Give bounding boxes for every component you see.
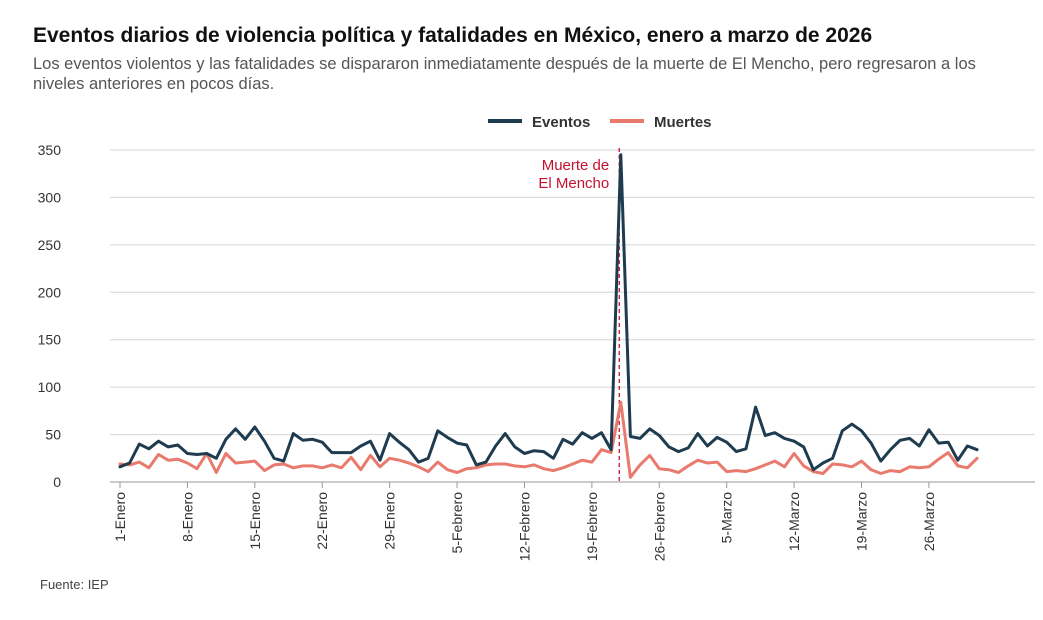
legend: Eventos Muertes (488, 114, 712, 131)
x-axis: 1-Enero 8-Enero 15-Enero 22-Enero 29-Enero 5-… (112, 482, 937, 561)
annotation-label: El Mencho (538, 175, 609, 192)
y-tick-label: 200 (38, 284, 62, 300)
x-tick-label: 15-Enero (247, 492, 263, 550)
series-line-eventos (118, 153, 979, 472)
series-lines (118, 153, 979, 479)
x-tick-label: 5-Marzo (719, 492, 735, 544)
legend-label: Eventos (532, 114, 590, 131)
y-tick-label: 350 (38, 142, 62, 158)
x-tick-label: 8-Enero (179, 492, 195, 542)
source-note: Fuente: IEP (40, 577, 109, 592)
x-tick-label: 26-Marzo (921, 492, 937, 551)
x-tick-label: 29-Enero (382, 492, 398, 550)
x-tick-label: 19-Febrero (584, 492, 600, 561)
y-axis: 0 50 100 150 200 250 300 350 (38, 142, 62, 490)
chart-title: Eventos diarios de violencia política y … (33, 24, 873, 47)
y-tick-label: 250 (38, 237, 62, 253)
y-tick-label: 50 (45, 427, 61, 443)
legend-label: Muertes (654, 114, 712, 131)
chart-subtitle: Los eventos violentos y las fatalidades … (33, 55, 976, 93)
x-tick-label: 12-Febrero (516, 492, 532, 561)
x-tick-label: 1-Enero (112, 492, 128, 542)
x-tick-label: 26-Febrero (651, 492, 667, 561)
grid-lines (110, 149, 1035, 483)
series-line-muertes (118, 400, 979, 479)
x-tick-label: 12-Marzo (786, 492, 802, 551)
x-tick-label: 5-Febrero (449, 492, 465, 554)
x-tick-label: 22-Enero (314, 492, 330, 550)
y-tick-label: 300 (38, 189, 62, 205)
y-tick-label: 150 (38, 332, 62, 348)
annotation-label: Muerte de (542, 157, 610, 174)
x-tick-label: 19-Marzo (854, 492, 870, 551)
y-tick-label: 0 (53, 474, 61, 490)
y-tick-label: 100 (38, 379, 62, 395)
